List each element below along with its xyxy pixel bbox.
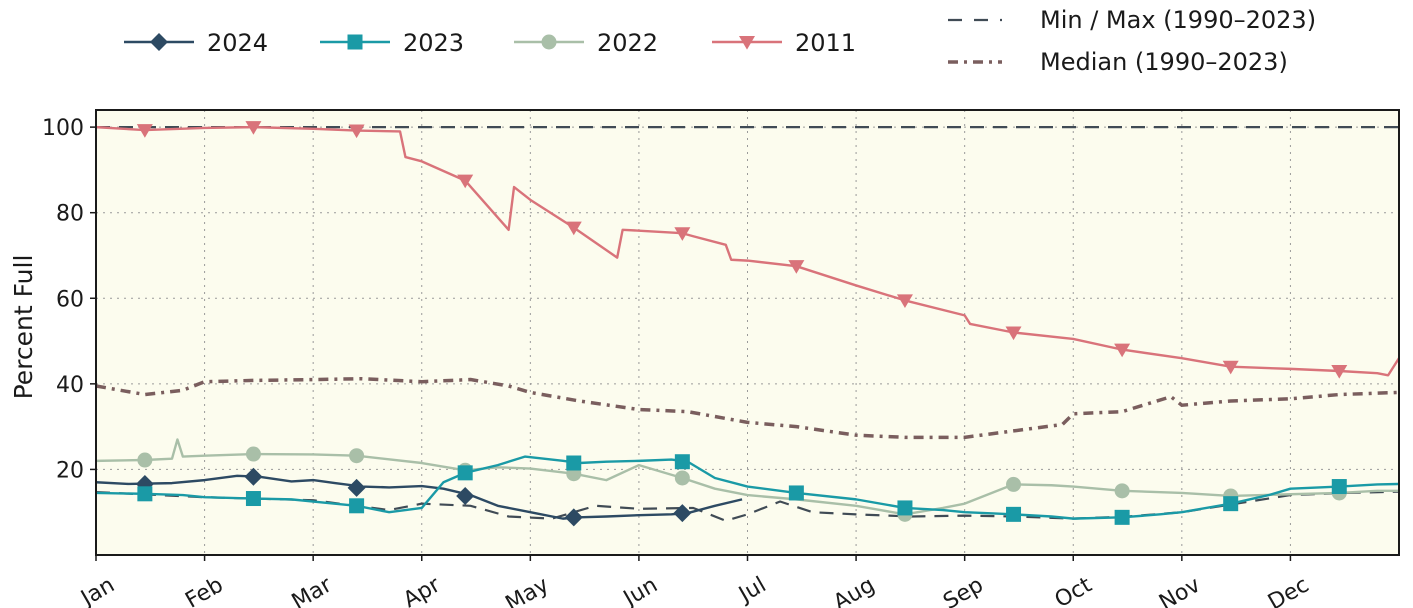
series-marker-2011-4 <box>565 221 582 236</box>
series-line-2022 <box>95 438 1399 516</box>
series-marker-2023-1 <box>245 491 261 507</box>
legend-item-min-max: Min / Max (1990–2023) <box>948 6 1316 34</box>
series-marker-2011-8 <box>1005 326 1022 341</box>
series-marker-2011-1 <box>245 121 262 135</box>
legend-item-2011: 2011 <box>712 29 856 57</box>
series-2011 <box>95 121 1401 379</box>
series-marker-2023-4 <box>566 455 582 471</box>
series-marker-2023-2 <box>349 498 365 514</box>
series-layer <box>95 121 1401 527</box>
series-marker-2011-2 <box>348 124 365 139</box>
series-marker-2011-5 <box>674 227 691 241</box>
y-tick-label-1: 40 <box>56 373 84 398</box>
series-marker-2011-11 <box>1331 365 1348 379</box>
y-tick-label-3: 80 <box>56 202 84 227</box>
legend-marker-2022 <box>541 34 557 50</box>
series-marker-2022-2 <box>349 448 365 464</box>
y-tick-label-2: 60 <box>56 287 84 312</box>
x-tick-label-dec: Dec <box>1264 573 1313 608</box>
legend-label-median: Median (1990–2023) <box>1040 48 1288 76</box>
legend-label-2024: 2024 <box>207 29 268 57</box>
series-marker-2022-0 <box>137 452 153 468</box>
legend-label-min-max: Min / Max (1990–2023) <box>1040 6 1316 34</box>
series-marker-2023-9 <box>1114 509 1130 525</box>
x-tick-label-sep: Sep <box>939 573 987 608</box>
x-tick-label-mar: Mar <box>288 572 337 608</box>
series-marker-2011-0 <box>136 124 153 138</box>
series-marker-2022-7 <box>1006 476 1022 492</box>
series-marker-2011-6 <box>788 260 805 274</box>
legend-marker-2011 <box>739 36 755 50</box>
series-marker-2011-10 <box>1222 360 1239 375</box>
legend-marker-2024 <box>150 33 168 51</box>
series-marker-2024-2 <box>347 478 366 497</box>
legend-item-2024: 2024 <box>124 29 268 57</box>
series-marker-2011-9 <box>1114 343 1131 358</box>
x-tick-label-jan: Jan <box>75 573 119 608</box>
legend-label-2023: 2023 <box>403 29 464 57</box>
series-marker-2011-7 <box>896 294 913 309</box>
series-marker-2022-8 <box>1114 483 1130 499</box>
series-2024 <box>95 467 743 527</box>
legend-item-median: Median (1990–2023) <box>948 48 1288 76</box>
series-marker-2023-0 <box>137 486 153 502</box>
series-marker-2023-3 <box>457 465 473 481</box>
x-tick-label-feb: Feb <box>181 573 227 608</box>
series-marker-2023-6 <box>788 485 804 501</box>
series-marker-2022-1 <box>245 446 261 462</box>
x-tick-label-aug: Aug <box>829 573 879 608</box>
series-marker-2024-4 <box>564 508 583 527</box>
series-line-2024 <box>95 474 743 520</box>
x-tick-label-apr: Apr <box>399 572 445 608</box>
y-axis-label: Percent Full <box>9 255 38 400</box>
x-tick-label-jun: Jun <box>618 573 662 608</box>
x-tick-label-may: May <box>501 573 553 608</box>
legend-item-2023: 2023 <box>320 29 464 57</box>
y-tick-label-0: 20 <box>56 458 84 483</box>
x-axis-ticks: Jan Feb Mar Apr May Jun Jul Aug Sep Oct Nov Dec <box>75 555 1313 608</box>
series-marker-2022-5 <box>674 470 690 486</box>
series-marker-2024-1 <box>244 467 263 486</box>
y-axis-ticks: 20 40 60 80 100 <box>42 116 96 483</box>
series-marker-2023-5 <box>674 454 690 470</box>
legend-item-2022: 2022 <box>514 29 658 57</box>
series-line-2011 <box>95 125 1401 377</box>
median-reference-line <box>95 376 1400 440</box>
legend-label-2011: 2011 <box>795 29 856 57</box>
x-tick-label-oct: Oct <box>1051 572 1097 608</box>
series-marker-2023-11 <box>1331 479 1347 495</box>
x-tick-label-nov: Nov <box>1155 573 1205 608</box>
y-tick-label-4: 100 <box>42 116 84 141</box>
series-2023 <box>95 454 1400 525</box>
series-marker-2024-5 <box>673 504 692 523</box>
series-marker-2023-10 <box>1223 496 1239 512</box>
x-tick-label-jul: Jul <box>733 573 770 608</box>
legend-label-2022: 2022 <box>597 29 658 57</box>
series-marker-2023-7 <box>897 500 913 516</box>
legend: 2024 2023 2022 2011 Min / Max (1990–2023) Med… <box>124 6 1316 76</box>
series-marker-2024-3 <box>456 486 475 505</box>
legend-marker-2023 <box>347 34 363 50</box>
series-marker-2023-8 <box>1006 506 1022 522</box>
series-marker-2011-3 <box>457 174 474 189</box>
